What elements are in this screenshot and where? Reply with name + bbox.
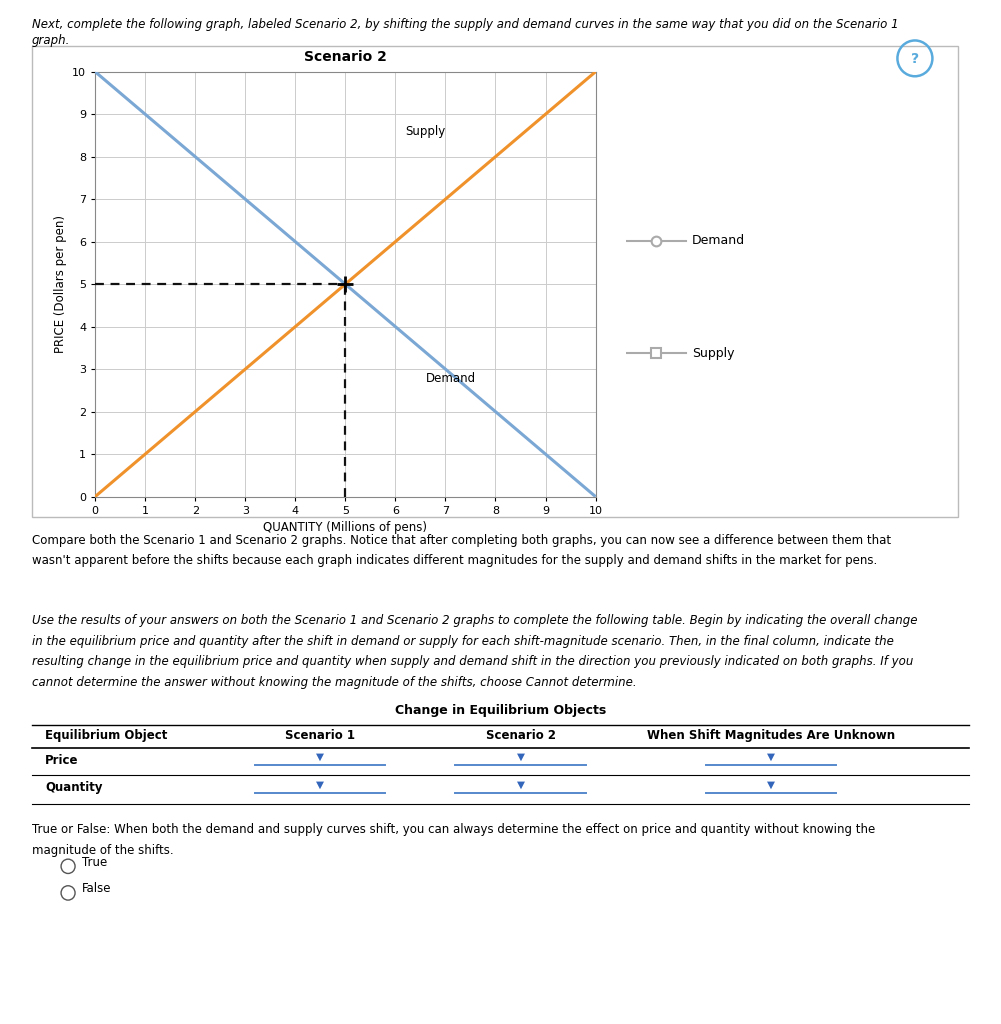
Text: Price: Price [45, 754, 78, 767]
Text: Demand: Demand [692, 234, 745, 247]
Text: ▼: ▼ [767, 752, 775, 762]
Text: When Shift Magnitudes Are Unknown: When Shift Magnitudes Are Unknown [647, 729, 895, 742]
Title: Scenario 2: Scenario 2 [304, 49, 386, 63]
Text: Use the results of your answers on both the Scenario 1 and Scenario 2 graphs to : Use the results of your answers on both … [32, 614, 918, 628]
Y-axis label: PRICE (Dollars per pen): PRICE (Dollars per pen) [53, 215, 66, 353]
Text: wasn't apparent before the shifts because each graph indicates different magnitu: wasn't apparent before the shifts becaus… [32, 554, 877, 567]
Text: ▼: ▼ [517, 752, 525, 762]
Text: ?: ? [911, 52, 919, 67]
Text: Scenario 2: Scenario 2 [485, 729, 556, 742]
Text: False: False [82, 883, 111, 895]
Text: cannot determine the answer without knowing the magnitude of the shifts, choose : cannot determine the answer without know… [32, 676, 637, 689]
Text: True or False: When both the demand and supply curves shift, you can always dete: True or False: When both the demand and … [32, 823, 875, 837]
Text: Supply: Supply [692, 347, 734, 359]
Text: resulting change in the equilibrium price and quantity when supply and demand sh: resulting change in the equilibrium pric… [32, 655, 913, 669]
Text: graph.: graph. [32, 34, 70, 47]
Text: Compare both the Scenario 1 and Scenario 2 graphs. Notice that after completing : Compare both the Scenario 1 and Scenario… [32, 534, 891, 547]
Text: ▼: ▼ [767, 779, 775, 790]
Text: ▼: ▼ [316, 779, 324, 790]
Text: Quantity: Quantity [45, 781, 102, 795]
Text: Demand: Demand [425, 372, 475, 385]
Text: ▼: ▼ [316, 752, 324, 762]
Text: Scenario 1: Scenario 1 [285, 729, 355, 742]
Text: magnitude of the shifts.: magnitude of the shifts. [32, 844, 173, 857]
Text: ▼: ▼ [517, 779, 525, 790]
Text: Equilibrium Object: Equilibrium Object [45, 729, 167, 742]
Text: True: True [82, 856, 107, 868]
Text: in the equilibrium price and quantity after the shift in demand or supply for ea: in the equilibrium price and quantity af… [32, 635, 894, 648]
X-axis label: QUANTITY (Millions of pens): QUANTITY (Millions of pens) [263, 521, 427, 535]
Text: Change in Equilibrium Objects: Change in Equilibrium Objects [394, 703, 607, 717]
Text: Supply: Supply [405, 125, 445, 138]
Text: Next, complete the following graph, labeled Scenario 2, by shifting the supply a: Next, complete the following graph, labe… [32, 18, 899, 32]
